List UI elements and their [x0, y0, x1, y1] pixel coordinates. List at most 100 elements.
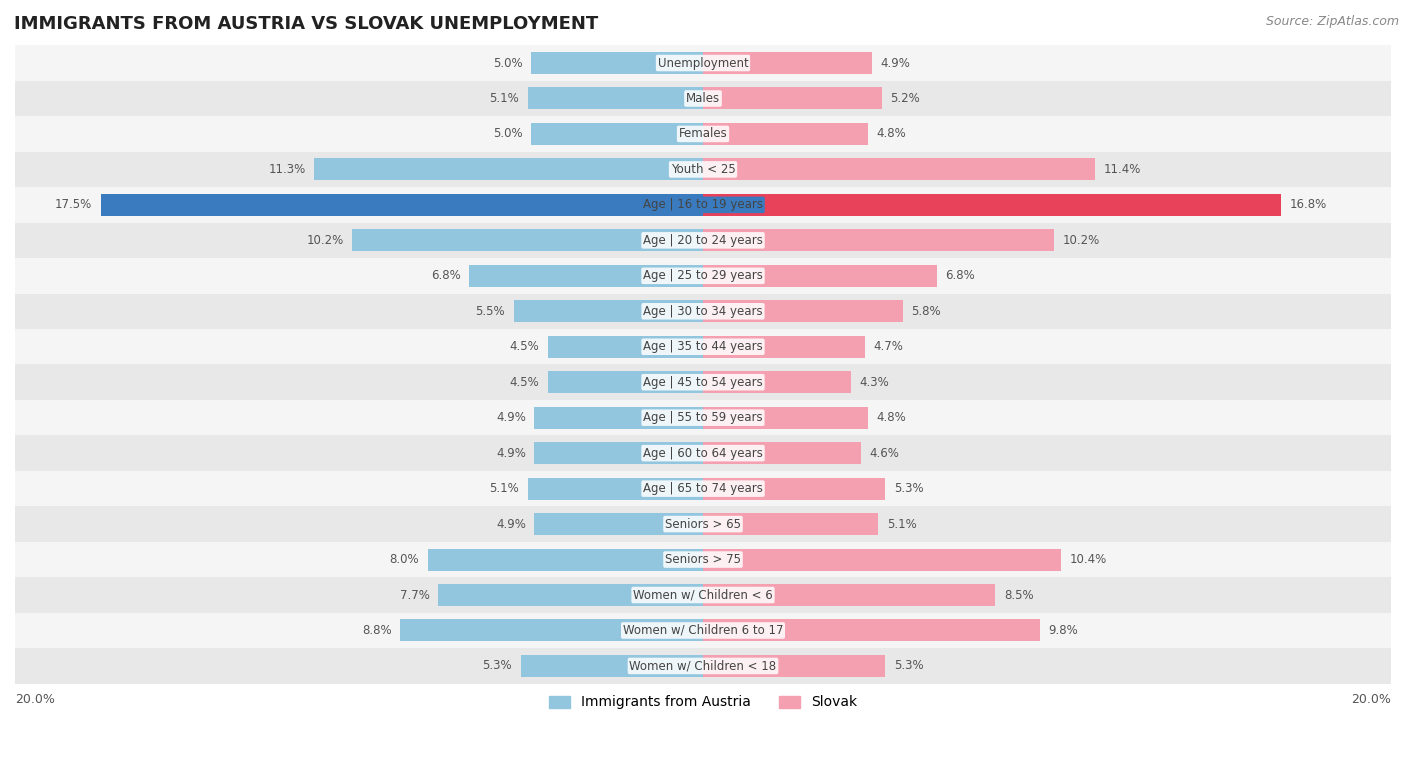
Text: 9.8%: 9.8%	[1049, 624, 1078, 637]
Bar	[703, 655, 886, 677]
Bar	[427, 549, 703, 571]
Text: 5.1%: 5.1%	[887, 518, 917, 531]
Text: 5.1%: 5.1%	[489, 92, 519, 105]
Text: Age | 16 to 19 years: Age | 16 to 19 years	[643, 198, 763, 211]
Text: 4.5%: 4.5%	[510, 375, 540, 388]
Bar	[548, 336, 703, 358]
Bar	[703, 478, 886, 500]
Text: 5.0%: 5.0%	[492, 57, 523, 70]
Bar	[703, 513, 879, 535]
Bar	[703, 52, 872, 74]
Bar	[315, 158, 703, 180]
Bar	[352, 229, 703, 251]
Text: 4.9%: 4.9%	[496, 411, 526, 424]
Bar	[15, 81, 1391, 117]
Text: 6.8%: 6.8%	[430, 269, 461, 282]
Text: Women w/ Children < 18: Women w/ Children < 18	[630, 659, 776, 672]
Text: Age | 25 to 29 years: Age | 25 to 29 years	[643, 269, 763, 282]
Bar	[534, 442, 703, 464]
Text: 5.0%: 5.0%	[492, 127, 523, 141]
Bar	[15, 542, 1391, 578]
Text: 4.9%: 4.9%	[496, 518, 526, 531]
Bar	[531, 52, 703, 74]
Text: 4.8%: 4.8%	[877, 411, 907, 424]
Bar	[15, 648, 1391, 684]
Text: Age | 20 to 24 years: Age | 20 to 24 years	[643, 234, 763, 247]
Text: 10.2%: 10.2%	[307, 234, 343, 247]
Bar	[15, 578, 1391, 612]
Bar	[548, 371, 703, 393]
Bar	[439, 584, 703, 606]
Bar	[703, 229, 1054, 251]
Text: Age | 60 to 64 years: Age | 60 to 64 years	[643, 447, 763, 459]
Text: 20.0%: 20.0%	[15, 693, 55, 706]
Text: 5.3%: 5.3%	[894, 659, 924, 672]
Text: 7.7%: 7.7%	[399, 588, 429, 602]
Text: 5.3%: 5.3%	[482, 659, 512, 672]
Text: Seniors > 65: Seniors > 65	[665, 518, 741, 531]
Bar	[15, 471, 1391, 506]
Bar	[703, 584, 995, 606]
Text: 16.8%: 16.8%	[1289, 198, 1327, 211]
Text: 5.8%: 5.8%	[911, 305, 941, 318]
Bar	[15, 258, 1391, 294]
Bar	[527, 478, 703, 500]
Bar	[15, 612, 1391, 648]
Text: 8.5%: 8.5%	[1004, 588, 1033, 602]
Bar	[703, 265, 936, 287]
Text: 5.3%: 5.3%	[894, 482, 924, 495]
Bar	[470, 265, 703, 287]
Text: 8.0%: 8.0%	[389, 553, 419, 566]
Text: IMMIGRANTS FROM AUSTRIA VS SLOVAK UNEMPLOYMENT: IMMIGRANTS FROM AUSTRIA VS SLOVAK UNEMPL…	[14, 15, 599, 33]
Bar	[703, 88, 882, 110]
Bar	[15, 45, 1391, 81]
Bar	[703, 549, 1060, 571]
Bar	[401, 619, 703, 641]
Text: 5.1%: 5.1%	[489, 482, 519, 495]
Bar	[15, 364, 1391, 400]
Text: Age | 30 to 34 years: Age | 30 to 34 years	[643, 305, 763, 318]
Legend: Immigrants from Austria, Slovak: Immigrants from Austria, Slovak	[544, 690, 862, 715]
Text: Age | 45 to 54 years: Age | 45 to 54 years	[643, 375, 763, 388]
Bar	[15, 151, 1391, 187]
Bar	[703, 371, 851, 393]
Bar	[15, 329, 1391, 364]
Bar	[15, 223, 1391, 258]
Bar	[703, 336, 865, 358]
Text: Women w/ Children < 6: Women w/ Children < 6	[633, 588, 773, 602]
Bar	[703, 619, 1040, 641]
Text: 11.4%: 11.4%	[1104, 163, 1142, 176]
Text: 10.2%: 10.2%	[1063, 234, 1099, 247]
Bar	[703, 158, 1095, 180]
Bar	[520, 655, 703, 677]
Bar	[15, 117, 1391, 151]
Text: Women w/ Children 6 to 17: Women w/ Children 6 to 17	[623, 624, 783, 637]
Text: 20.0%: 20.0%	[1351, 693, 1391, 706]
Text: Age | 35 to 44 years: Age | 35 to 44 years	[643, 340, 763, 354]
Bar	[15, 294, 1391, 329]
Text: Unemployment: Unemployment	[658, 57, 748, 70]
Text: 10.4%: 10.4%	[1070, 553, 1107, 566]
Text: 6.8%: 6.8%	[945, 269, 976, 282]
Text: 4.5%: 4.5%	[510, 340, 540, 354]
Text: 4.9%: 4.9%	[496, 447, 526, 459]
Bar	[527, 88, 703, 110]
Bar	[703, 123, 868, 145]
Text: 4.6%: 4.6%	[870, 447, 900, 459]
Text: 4.8%: 4.8%	[877, 127, 907, 141]
Text: Seniors > 75: Seniors > 75	[665, 553, 741, 566]
Bar	[513, 301, 703, 322]
Text: 4.9%: 4.9%	[880, 57, 910, 70]
Bar	[703, 194, 1281, 216]
Text: 4.3%: 4.3%	[859, 375, 889, 388]
Bar	[101, 194, 703, 216]
Text: 11.3%: 11.3%	[269, 163, 305, 176]
Text: Females: Females	[679, 127, 727, 141]
Text: Age | 55 to 59 years: Age | 55 to 59 years	[643, 411, 763, 424]
Text: 8.8%: 8.8%	[363, 624, 392, 637]
Bar	[15, 187, 1391, 223]
Bar	[15, 400, 1391, 435]
Text: Source: ZipAtlas.com: Source: ZipAtlas.com	[1265, 15, 1399, 28]
Bar	[15, 506, 1391, 542]
Text: 5.5%: 5.5%	[475, 305, 505, 318]
